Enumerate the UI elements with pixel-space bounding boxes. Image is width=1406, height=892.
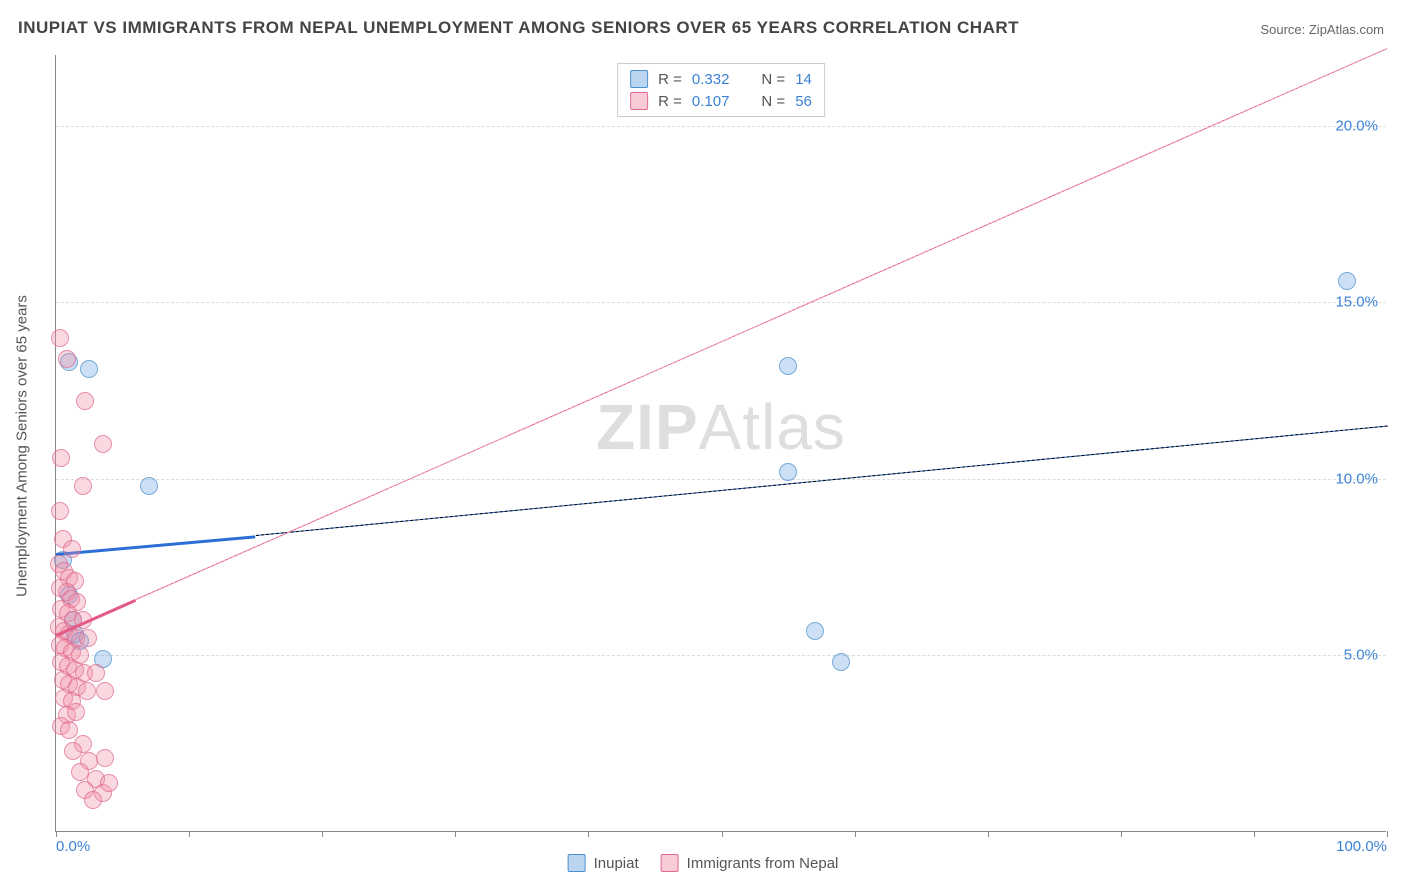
data-point [74,477,92,495]
series-legend: Inupiat Immigrants from Nepal [568,854,839,872]
data-point [87,664,105,682]
data-point [96,749,114,767]
gridline [56,655,1386,656]
correlation-legend: R = 0.332 N = 14 R = 0.107 N = 56 [617,63,825,117]
data-point [100,774,118,792]
n-label: N = [761,93,785,110]
data-point [64,742,82,760]
n-value: 14 [795,71,812,88]
n-value: 56 [795,93,812,110]
gridline [56,479,1386,480]
x-tick [588,831,589,837]
gridline [56,126,1386,127]
data-point [84,791,102,809]
x-tick [322,831,323,837]
data-point [51,329,69,347]
data-point [60,721,78,739]
legend-label: Immigrants from Nepal [687,855,839,872]
watermark: ZIPAtlas [596,390,846,464]
data-point [79,629,97,647]
gridline [56,302,1386,303]
trend-line [136,48,1388,600]
data-point [80,360,98,378]
x-tick [455,831,456,837]
legend-row: R = 0.332 N = 14 [630,68,812,90]
r-label: R = [658,93,682,110]
data-point [806,622,824,640]
data-point [63,540,81,558]
n-label: N = [761,71,785,88]
y-tick-label: 5.0% [1344,647,1378,664]
x-tick [855,831,856,837]
legend-swatch [630,92,648,110]
legend-row: R = 0.107 N = 56 [630,90,812,112]
legend-swatch [568,854,586,872]
data-point [140,477,158,495]
data-point [779,357,797,375]
data-point [96,682,114,700]
data-point [67,703,85,721]
legend-swatch [661,854,679,872]
data-point [832,653,850,671]
r-value: 0.332 [692,71,730,88]
y-axis-label: Unemployment Among Seniors over 65 years [14,295,31,597]
trend-line [256,426,1387,536]
data-point [94,435,112,453]
y-tick-label: 20.0% [1335,117,1378,134]
x-tick [1387,831,1388,837]
x-tick [189,831,190,837]
x-tick [56,831,57,837]
data-point [1338,272,1356,290]
legend-label: Inupiat [594,855,639,872]
data-point [52,449,70,467]
data-point [76,392,94,410]
x-tick-label: 0.0% [56,838,90,855]
x-tick [1254,831,1255,837]
x-tick [988,831,989,837]
r-value: 0.107 [692,93,730,110]
x-tick-label: 100.0% [1336,838,1387,855]
legend-swatch [630,70,648,88]
data-point [779,463,797,481]
data-point [51,502,69,520]
chart-title: INUPIAT VS IMMIGRANTS FROM NEPAL UNEMPLO… [18,18,1019,38]
legend-item: Inupiat [568,854,639,872]
r-label: R = [658,71,682,88]
x-tick [722,831,723,837]
x-tick [1121,831,1122,837]
data-point [58,350,76,368]
legend-item: Immigrants from Nepal [661,854,839,872]
source-attribution: Source: ZipAtlas.com [1260,22,1384,37]
trend-line [56,535,256,555]
chart-plot-area: ZIPAtlas R = 0.332 N = 14 R = 0.107 N = 56 5.0%… [55,55,1386,832]
y-tick-label: 15.0% [1335,294,1378,311]
y-tick-label: 10.0% [1335,470,1378,487]
